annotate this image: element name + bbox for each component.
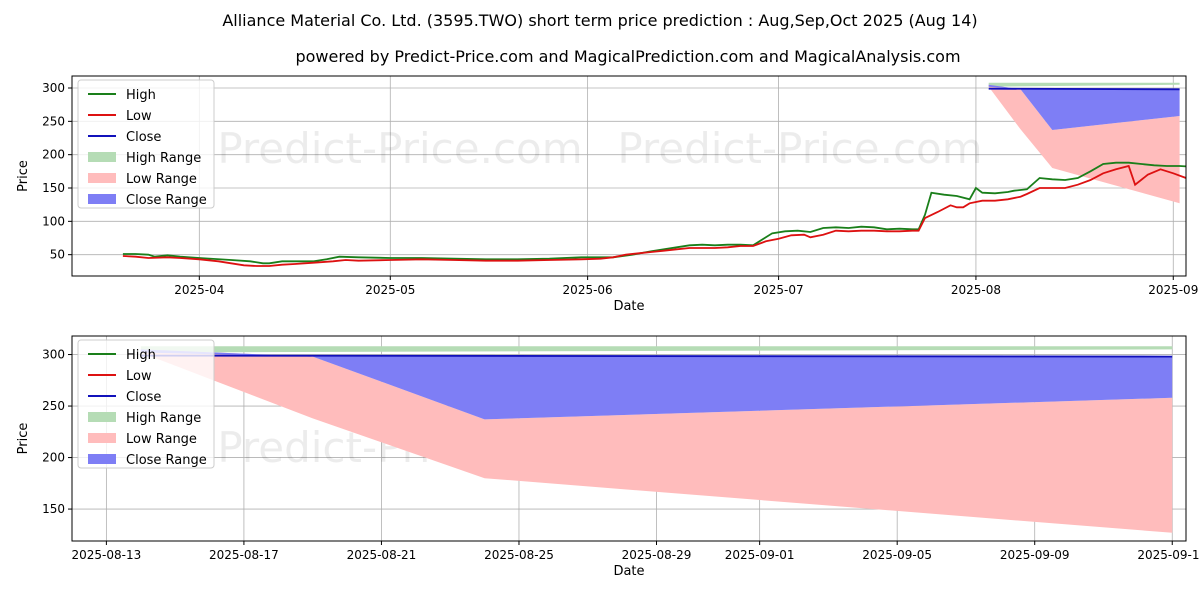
x-tick-label: 2025-09-09 — [1000, 548, 1070, 562]
legend-high-range-label: High Range — [126, 411, 201, 426]
y-tick-label: 150 — [42, 502, 65, 516]
y-tick-label: 200 — [42, 451, 65, 465]
x-tick-label: 2025-08-29 — [622, 548, 692, 562]
legend-close-range-swatch — [88, 454, 116, 464]
legend-close-range-label: Close Range — [126, 193, 207, 208]
x-tick-label: 2025-08-17 — [209, 548, 279, 562]
y-tick-label: 150 — [42, 181, 65, 195]
x-tick-label: 2025-08-21 — [347, 548, 417, 562]
watermark-text: Predict-Price.com — [217, 124, 582, 173]
legend-low-range-swatch — [88, 173, 116, 183]
legend-high-label: High — [126, 88, 156, 103]
close-range-band — [988, 84, 1180, 130]
watermark-text: Predict-Price.com — [617, 124, 982, 173]
y-tick-label: 300 — [42, 81, 65, 95]
legend-low-range-swatch — [88, 433, 116, 443]
legend-close-label: Close — [126, 390, 161, 405]
plot-area: Predict-Price.com Predict-Price.com Predic… — [122, 82, 1186, 320]
y-tick-label: 250 — [42, 399, 65, 413]
low-range-band — [140, 349, 1173, 533]
x-tick-label: 2025-09-05 — [862, 548, 932, 562]
gridlines — [72, 76, 1186, 276]
watermark-text: Predict-Price.com — [217, 271, 582, 320]
chart-subtitle: powered by Predict-Price.com and Magical… — [295, 47, 960, 66]
legend-low-label: Low — [126, 369, 152, 384]
y-tick-label: 200 — [42, 148, 65, 162]
plot-frame — [71, 335, 1187, 542]
y-axis-label: Price — [16, 160, 31, 192]
y-tick-label: 100 — [42, 214, 65, 228]
chart-title: Alliance Material Co. Ltd. (3595.TWO) sh… — [222, 11, 977, 30]
low-series-line — [122, 164, 1186, 267]
legend-close-label: Close — [126, 130, 161, 145]
x-tick-label: 2025-04 — [174, 283, 224, 297]
x-tick-label: 2025-09 — [1148, 283, 1198, 297]
legend-high-range-swatch — [88, 152, 116, 162]
x-tick-label: 2025-06 — [563, 283, 613, 297]
legend-high-range-label: High Range — [126, 151, 201, 166]
legend-low-range-label: Low Range — [126, 172, 197, 187]
close-range-band — [140, 349, 1173, 420]
legend-low-range-label: Low Range — [126, 432, 197, 447]
watermark-text: Predict-Price.com — [617, 271, 982, 320]
x-tick-label: 2025-05 — [365, 283, 415, 297]
x-tick-label: 2025-08-13 — [72, 548, 142, 562]
x-tick-label: 2025-08 — [951, 283, 1001, 297]
legend-high-range-swatch — [88, 412, 116, 422]
x-axis-label: Date — [613, 299, 644, 314]
y-tick-label: 250 — [42, 114, 65, 128]
x-tick-label: 2025-08-25 — [484, 548, 554, 562]
legend-close-range-label: Close Range — [126, 453, 207, 468]
y-tick-label: 300 — [42, 348, 65, 362]
close-series-line — [988, 87, 1180, 91]
close-series-line — [140, 354, 1173, 358]
history-chart: Predict-Price.com Predict-Price.com Predic… — [16, 75, 1198, 320]
high-range-band — [988, 82, 1180, 87]
legend-high-label: High — [126, 348, 156, 363]
y-axis-label: Price — [16, 423, 31, 455]
x-tick-label: 2025-09-13 — [1137, 548, 1200, 562]
legend-close-range-swatch — [88, 194, 116, 204]
x-tick-label: 2025-07 — [754, 283, 804, 297]
y-tick-label: 50 — [50, 248, 65, 262]
x-tick-label: 2025-09-01 — [725, 548, 795, 562]
plot-frame — [71, 75, 1187, 277]
high-range-band — [140, 346, 1173, 353]
x-axis-label: Date — [613, 564, 644, 579]
legend-low-label: Low — [126, 109, 152, 124]
high-series-line — [122, 161, 1186, 265]
